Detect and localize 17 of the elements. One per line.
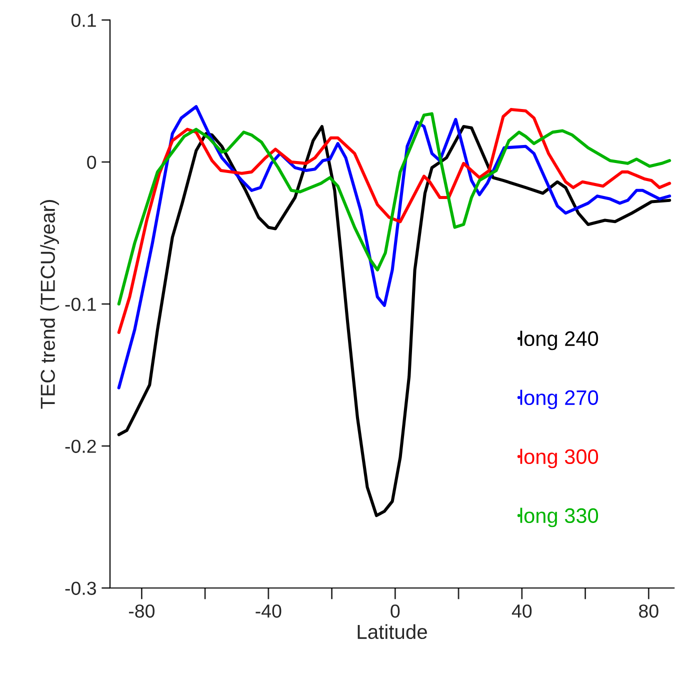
line-series [117,105,672,390]
x-tick-label: 40 [512,604,532,618]
y-tick-label: -0.1 [65,298,96,311]
y-tick-label: 0.1 [71,14,96,27]
x-tick-label: -80 [128,604,155,618]
y-tick-label: -0.3 [65,582,96,595]
y-axis-title: TEC trend (TECU/year) [40,200,59,409]
x-tick-label: 80 [639,604,658,618]
x-tick-label: -40 [256,604,282,618]
legend-label: long 300 [520,448,598,468]
legend-label: long 330 [520,508,598,528]
legend-label: long 270 [520,390,598,410]
y-tick-label: -0.2 [65,440,96,453]
x-tick-label: 0 [390,604,400,618]
x-axis-title: Latitude [358,624,427,640]
y-tick-label: 0 [87,156,96,169]
legend-label: long 240 [520,330,598,350]
